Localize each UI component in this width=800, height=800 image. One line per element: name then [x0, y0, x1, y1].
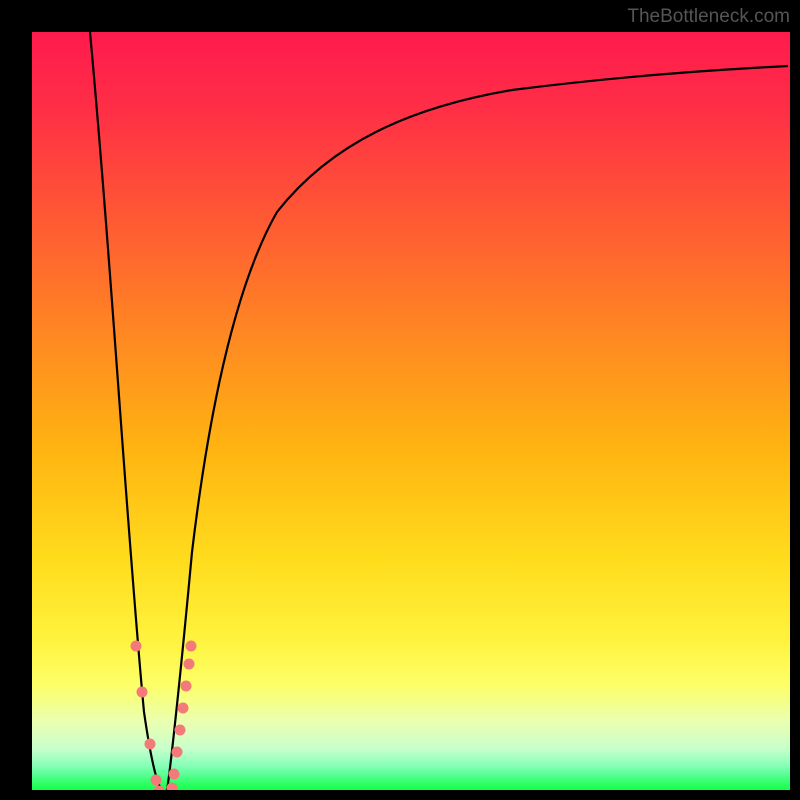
- data-marker: [154, 786, 165, 791]
- bottleneck-curve: [90, 32, 788, 790]
- watermark-text: TheBottleneck.com: [627, 6, 790, 28]
- data-marker: [151, 775, 162, 786]
- data-marker: [184, 659, 195, 670]
- data-marker: [145, 739, 156, 750]
- data-marker: [181, 681, 192, 692]
- plot-area: [32, 32, 790, 790]
- data-marker: [169, 769, 180, 780]
- data-marker: [137, 687, 148, 698]
- data-marker: [131, 641, 142, 652]
- data-marker: [186, 641, 197, 652]
- data-marker: [178, 703, 189, 714]
- chart-svg: [32, 32, 790, 790]
- data-marker: [175, 725, 186, 736]
- markers-left-branch: [131, 641, 165, 791]
- data-marker: [172, 747, 183, 758]
